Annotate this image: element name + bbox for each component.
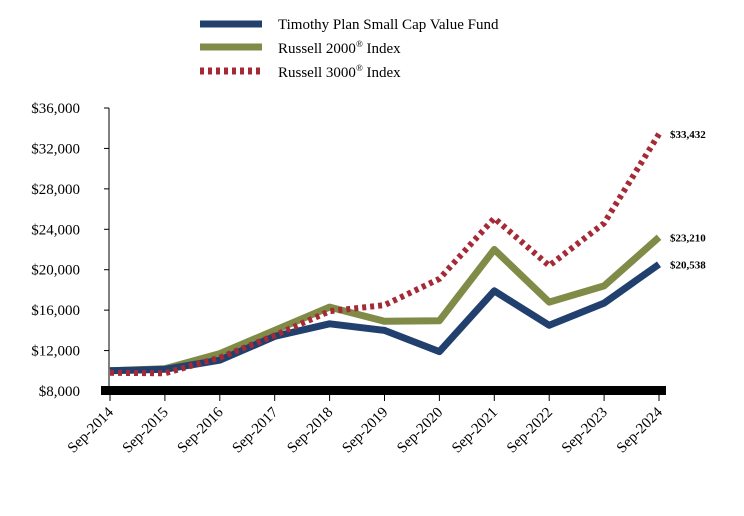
- x-tick-label: Sep-2016: [175, 404, 227, 456]
- x-tick-label: Sep-2023: [559, 405, 611, 457]
- y-tick-label: $32,000: [31, 141, 80, 157]
- x-tick-label: Sep-2014: [65, 404, 117, 456]
- series-line-r3000: [109, 132, 662, 377]
- end-labels: $20,538 $23,210 $33,432: [670, 129, 706, 271]
- end-label-r3000: $33,432: [670, 129, 706, 141]
- series-line-r2000: [109, 234, 662, 375]
- y-tick-label: $24,000: [31, 222, 80, 238]
- x-tick-label: Sep-2019: [339, 405, 391, 457]
- legend: Timothy Plan Small Cap Value Fund Russel…: [200, 17, 499, 81]
- x-tick-label: Sep-2017: [230, 404, 282, 456]
- x-tick-label: Sep-2022: [504, 405, 556, 457]
- x-tick-label: Sep-2018: [284, 405, 336, 457]
- x-axis: Sep-2014 Sep-2015 Sep-2016 Sep-2017 Sep-2018…: [65, 386, 666, 456]
- x-tick-label: Sep-2015: [120, 405, 172, 457]
- legend-label-russell-3000: Russell 3000® Index: [278, 63, 401, 81]
- y-tick-label: $12,000: [31, 344, 80, 360]
- x-tick-label: Sep-2024: [614, 404, 666, 456]
- y-tick-label: $36,000: [31, 101, 80, 117]
- x-tick-label: Sep-2021: [449, 405, 501, 457]
- y-axis: $8,000 $12,000 $16,000 $20,000 $24,000 $28,00…: [31, 101, 110, 400]
- y-tick-label: $8,000: [39, 384, 80, 400]
- x-tick-label: Sep-2020: [394, 405, 446, 457]
- series-line-timothy: [109, 261, 662, 375]
- y-tick-label: $20,000: [31, 263, 80, 279]
- y-tick-label: $16,000: [31, 303, 80, 319]
- x-axis-bar: [101, 386, 666, 395]
- end-label-timothy: $20,538: [670, 259, 706, 271]
- y-tick-label: $28,000: [31, 182, 80, 198]
- legend-label-russell-2000: Russell 2000® Index: [278, 39, 401, 57]
- end-label-r2000: $23,210: [670, 232, 706, 244]
- legend-label-timothy: Timothy Plan Small Cap Value Fund: [278, 17, 499, 33]
- series-layer: [109, 132, 662, 377]
